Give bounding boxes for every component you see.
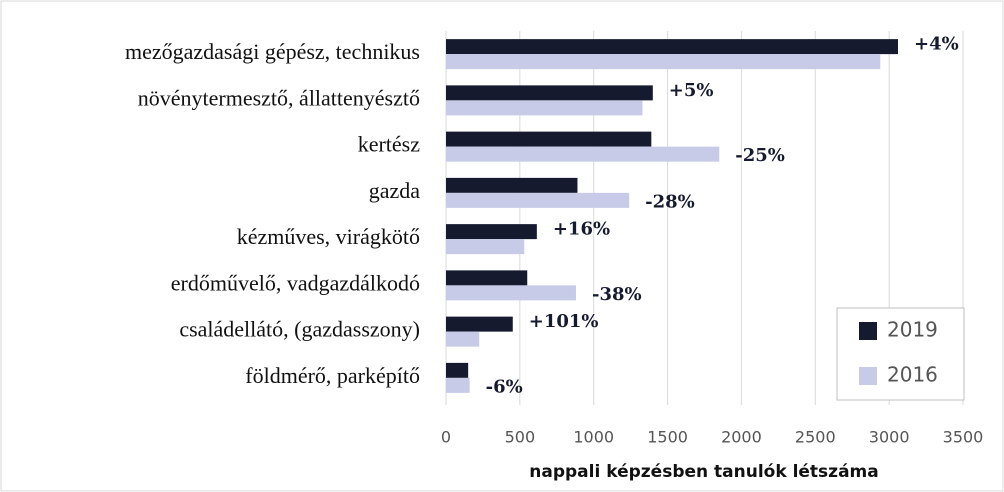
bar [446, 239, 525, 255]
y-tick-label: kézműves, virágkötő [237, 224, 420, 249]
x-tick-label: 0 [441, 428, 451, 447]
bar [446, 54, 881, 70]
bar [446, 177, 578, 193]
annotation: +5% [669, 80, 714, 101]
x-axis-title: nappali képzésben tanulók létszáma [529, 462, 878, 482]
bar [446, 192, 630, 208]
bar [446, 85, 653, 101]
y-tick-label: kertész [358, 132, 421, 157]
legend-label: 2019 [887, 318, 938, 342]
x-tick-label: 3000 [869, 428, 910, 447]
annotation: -28% [645, 191, 695, 212]
y-tick-label: mezőgazdasági gépész, technikus [125, 39, 420, 64]
annotation: +4% [914, 34, 959, 55]
bar [446, 331, 480, 347]
bar [446, 131, 652, 147]
bar [446, 285, 576, 301]
x-tick-label: 2000 [721, 428, 762, 447]
annotation: -25% [735, 145, 785, 166]
bar [446, 100, 643, 116]
bar [446, 270, 528, 286]
annotation: -38% [592, 284, 642, 305]
bar [446, 362, 469, 378]
y-tick-label: családellátó, (gazdasszony) [179, 317, 420, 342]
legend-box [836, 307, 965, 401]
annotation: +16% [553, 219, 610, 240]
bar [446, 146, 720, 162]
annotation: +101% [529, 311, 599, 332]
bar [446, 39, 899, 55]
bar [446, 224, 537, 240]
y-tick-label: földmérő, parképítő [245, 363, 420, 388]
y-tick-label: növénytermesztő, állattenyésztő [138, 85, 420, 110]
x-tick-label: 500 [505, 428, 536, 447]
x-tick-label: 2500 [795, 428, 836, 447]
x-tick-label: 3500 [943, 428, 984, 447]
legend-swatch [859, 367, 877, 385]
y-tick-label: erdőművelő, vadgazdálkodó [171, 270, 420, 295]
annotation: -6% [486, 376, 523, 397]
y-tick-label: gazda [369, 178, 421, 203]
x-tick-label: 1500 [647, 428, 688, 447]
legend-swatch [859, 322, 877, 340]
legend-label: 2016 [887, 363, 938, 387]
bar [446, 377, 470, 393]
bar [446, 316, 513, 332]
x-tick-label: 1000 [573, 428, 614, 447]
